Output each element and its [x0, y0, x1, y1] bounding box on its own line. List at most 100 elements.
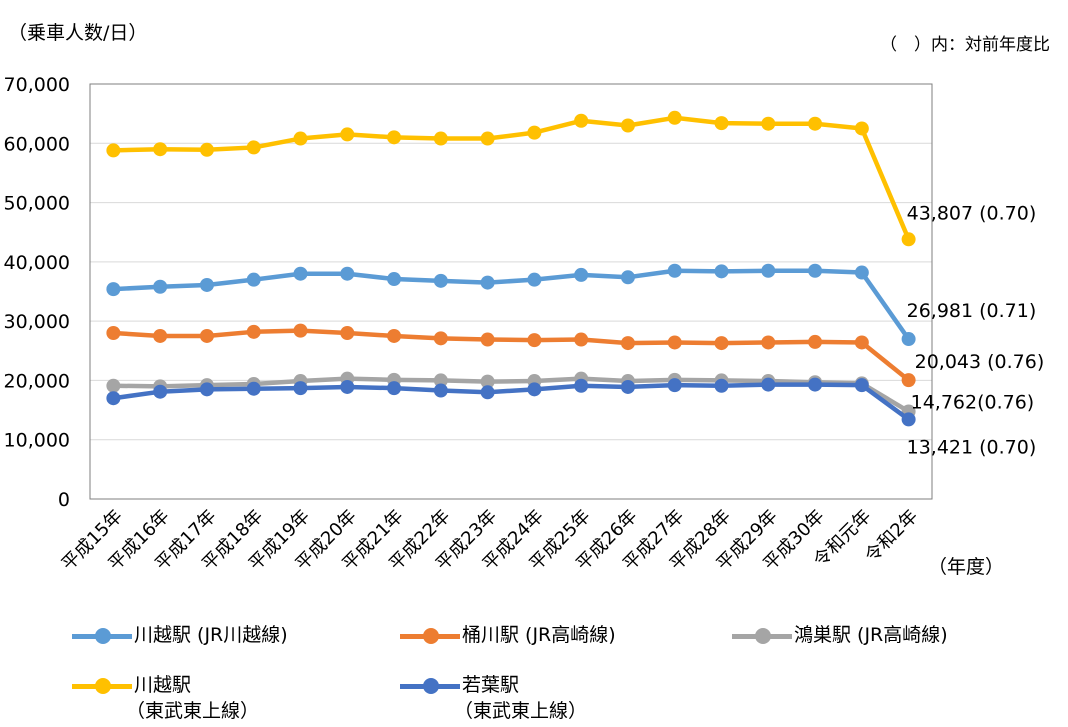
data-point-konosu — [106, 378, 121, 393]
data-point-kawagoe_tobu — [714, 116, 729, 131]
data-point-wakaba — [667, 378, 682, 393]
data-point-kawagoe_jr — [808, 263, 823, 278]
data-point-okegawa — [387, 328, 402, 343]
data-point-okegawa — [199, 328, 214, 343]
data-point-okegawa — [714, 336, 729, 351]
y-tick-label: 10,000 — [4, 430, 70, 452]
legend-label-okegawa: 桶川駅 (JR高崎線) — [462, 624, 616, 646]
y-tick-label: 50,000 — [4, 193, 70, 215]
data-point-okegawa — [808, 334, 823, 349]
data-point-wakaba — [527, 382, 542, 397]
data-point-okegawa — [153, 328, 168, 343]
legend-item-kawagoe-jr[interactable]: 川越駅 (JR川越線) — [72, 624, 288, 648]
x-axis-unit-label: （年度） — [928, 556, 1005, 578]
data-point-wakaba — [901, 412, 916, 427]
end-data-label-kawagoe_tobu: 43,807 (0.70) — [907, 202, 1037, 224]
legend-swatch-wakaba — [400, 676, 460, 696]
data-point-kawagoe_jr — [293, 266, 308, 281]
data-point-wakaba — [293, 381, 308, 396]
data-point-kawagoe_tobu — [199, 142, 214, 157]
data-point-kawagoe_tobu — [854, 121, 869, 136]
y-tick-label: 40,000 — [4, 252, 70, 274]
data-point-okegawa — [620, 336, 635, 351]
y-tick-label: 70,000 — [4, 74, 70, 96]
data-point-kawagoe_tobu — [340, 127, 355, 142]
data-point-wakaba — [246, 381, 261, 396]
legend-swatch-okegawa — [400, 626, 460, 646]
data-point-wakaba — [808, 377, 823, 392]
data-point-wakaba — [480, 385, 495, 400]
data-point-kawagoe_jr — [854, 265, 869, 280]
end-data-label-okegawa: 20,043 (0.76) — [915, 351, 1045, 373]
data-point-kawagoe_jr — [761, 263, 776, 278]
legend-item-okegawa[interactable]: 桶川駅 (JR高崎線) — [400, 624, 616, 648]
data-point-kawagoe_jr — [480, 275, 495, 290]
data-point-okegawa — [901, 373, 916, 388]
end-data-label-konosu: 14,762(0.76) — [911, 391, 1035, 413]
data-point-kawagoe_tobu — [293, 131, 308, 146]
data-point-kawagoe_tobu — [246, 140, 261, 155]
data-point-kawagoe_jr — [620, 270, 635, 285]
data-point-kawagoe_tobu — [620, 118, 635, 133]
data-point-konosu — [480, 374, 495, 389]
data-point-wakaba — [106, 391, 121, 406]
data-point-okegawa — [246, 324, 261, 339]
data-point-kawagoe_jr — [199, 277, 214, 292]
data-point-kawagoe_jr — [667, 263, 682, 278]
end-data-label-wakaba: 13,421 (0.70) — [907, 436, 1037, 458]
series-line-kawagoe_tobu — [113, 115, 911, 241]
legend-swatch-kawagoe-jr — [72, 626, 132, 646]
data-point-okegawa — [667, 335, 682, 350]
data-point-kawagoe_jr — [153, 279, 168, 294]
data-point-kawagoe_tobu — [153, 142, 168, 157]
data-point-wakaba — [153, 384, 168, 399]
data-point-kawagoe_jr — [246, 272, 261, 287]
legend-item-wakaba[interactable]: 若葉駅 （東武東上線） — [400, 674, 588, 724]
legend-label-kawagoe-tobu: 川越駅 — [134, 674, 192, 696]
data-point-kawagoe_tobu — [480, 131, 495, 146]
y-axis-unit-label: （乗車人数/日） — [8, 22, 148, 44]
ratio-note: （ ）内：対前年度比 — [880, 35, 1050, 55]
series-line-konosu — [113, 376, 910, 414]
legend-item-kawagoe-tobu[interactable]: 川越駅 （東武東上線） — [72, 674, 260, 724]
data-point-okegawa — [574, 332, 589, 347]
data-point-wakaba — [199, 382, 214, 397]
data-point-wakaba — [433, 383, 448, 398]
data-point-kawagoe_tobu — [387, 130, 402, 145]
series-line-kawagoe_jr — [113, 268, 911, 341]
data-point-okegawa — [106, 326, 121, 340]
data-point-kawagoe_jr — [901, 332, 916, 347]
data-point-kawagoe_jr — [106, 282, 121, 297]
data-point-kawagoe_tobu — [667, 110, 682, 125]
data-point-wakaba — [854, 378, 869, 393]
legend-sublabel-wakaba: （東武東上線） — [454, 700, 588, 722]
legend-label-kawagoe-jr: 川越駅 (JR川越線) — [134, 624, 288, 646]
data-point-kawagoe_jr — [340, 266, 355, 281]
y-tick-label: 30,000 — [4, 311, 70, 333]
y-tick-label: 0 — [58, 489, 70, 511]
data-point-okegawa — [433, 331, 448, 346]
y-tick-label: 60,000 — [4, 133, 70, 155]
data-point-konosu — [433, 373, 448, 388]
legend-sublabel-kawagoe-tobu: （東武東上線） — [126, 700, 260, 722]
legend-item-konosu[interactable]: 鴻巣駅 (JR高崎線) — [732, 624, 948, 648]
data-point-okegawa — [527, 333, 542, 348]
data-point-okegawa — [761, 335, 776, 350]
data-point-okegawa — [854, 335, 869, 350]
data-point-kawagoe_jr — [433, 273, 448, 288]
series-line-wakaba — [113, 382, 910, 422]
data-point-kawagoe_tobu — [527, 125, 542, 140]
data-point-okegawa — [293, 323, 308, 338]
data-point-wakaba — [620, 379, 635, 394]
x-tick-label: 令和2年 — [861, 506, 922, 567]
data-point-wakaba — [761, 377, 776, 392]
data-point-kawagoe_tobu — [433, 131, 448, 146]
data-point-kawagoe_tobu — [761, 116, 776, 131]
data-point-wakaba — [714, 378, 729, 393]
data-point-wakaba — [387, 381, 402, 396]
data-point-wakaba — [574, 378, 589, 393]
data-point-kawagoe_tobu — [106, 143, 121, 158]
data-point-kawagoe_jr — [387, 272, 402, 287]
data-point-okegawa — [480, 332, 495, 347]
